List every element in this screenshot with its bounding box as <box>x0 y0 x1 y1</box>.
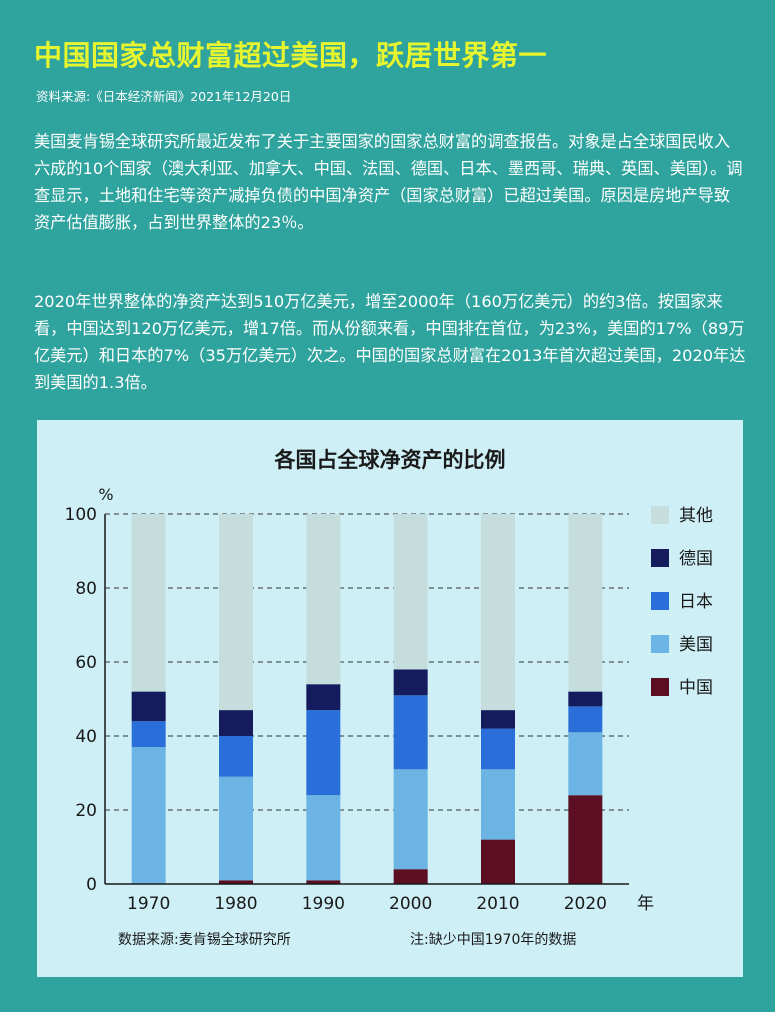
bar-segment <box>481 710 515 729</box>
chart-title: 各国占全球净资产的比例 <box>274 448 506 472</box>
y-tick-label: 80 <box>75 579 97 599</box>
legend-swatch <box>651 678 669 696</box>
legend-swatch <box>651 635 669 653</box>
bar-segment <box>131 721 166 748</box>
legend-swatch <box>651 592 669 610</box>
bar-segment <box>393 869 428 884</box>
bar-segment <box>568 514 603 692</box>
legend-label: 中国 <box>679 678 713 698</box>
bar-segment <box>568 706 603 733</box>
y-tick-label: 0 <box>86 875 97 895</box>
bar-segment <box>219 736 253 777</box>
bar-segment <box>568 691 603 707</box>
bar-segment <box>219 514 253 711</box>
y-tick-label: 60 <box>75 653 97 673</box>
x-axis-unit: 年 <box>637 894 654 914</box>
x-tick-label: 1980 <box>214 894 257 914</box>
bar-segment <box>131 514 166 692</box>
bar-segment <box>481 839 515 884</box>
bar-segment <box>306 684 341 711</box>
y-axis-unit: % <box>98 485 113 504</box>
x-tick-label: 1990 <box>302 894 345 914</box>
bar-segment <box>219 880 253 884</box>
bar-segment <box>306 880 341 884</box>
bar-segment <box>131 691 166 722</box>
source-citation: 资料来源:《日本经济新闻》2021年12月20日 <box>36 89 292 104</box>
stacked-bar-chart: 各国占全球净资产的比例 % 年 数据来源:麦肯锡全球研究所 注:缺少中国1970… <box>65 448 713 948</box>
bar-segment <box>306 795 341 881</box>
bar-segment <box>306 710 341 796</box>
bar-segment <box>131 747 166 884</box>
bar-segment <box>393 769 428 870</box>
y-tick-label: 40 <box>75 727 97 747</box>
x-tick-label: 2020 <box>564 894 607 914</box>
bar-segment <box>306 514 341 685</box>
bar-segment <box>481 728 515 770</box>
x-tick-label: 2000 <box>389 894 432 914</box>
detail-paragraph: 2020年世界整体的净资产达到510万亿美元，增至2000年（160万亿美元）的… <box>34 292 746 392</box>
y-tick-label: 20 <box>75 801 97 821</box>
y-tick-label: 100 <box>65 505 97 525</box>
bar-segment <box>219 776 253 881</box>
legend-label: 美国 <box>679 635 713 655</box>
bar-segment <box>393 514 428 670</box>
x-tick-label: 1970 <box>127 894 170 914</box>
legend-label: 日本 <box>679 592 713 612</box>
bar-segment <box>393 695 428 770</box>
intro-paragraph: 美国麦肯锡全球研究所最近发布了关于主要国家的国家总财富的调查报告。对象是占全球国… <box>34 132 743 232</box>
bar-segment <box>393 669 428 696</box>
legend-label: 其他 <box>679 506 713 526</box>
legend-swatch <box>651 549 669 567</box>
bar-segment <box>568 732 603 796</box>
bar-segment <box>481 514 515 711</box>
footnote-source: 数据来源:麦肯锡全球研究所 <box>118 931 291 948</box>
chart-panel: 各国占全球净资产的比例 % 年 数据来源:麦肯锡全球研究所 注:缺少中国1970… <box>37 420 743 977</box>
legend-label: 德国 <box>679 549 713 569</box>
bar-segment <box>568 795 603 884</box>
page-title: 中国国家总财富超过美国，跃居世界第一 <box>34 39 548 72</box>
x-tick-label: 2010 <box>476 894 519 914</box>
legend-swatch <box>651 506 669 524</box>
bar-segment <box>481 769 515 840</box>
footnote-note: 注:缺少中国1970年的数据 <box>410 932 576 948</box>
bar-segment <box>219 710 253 736</box>
